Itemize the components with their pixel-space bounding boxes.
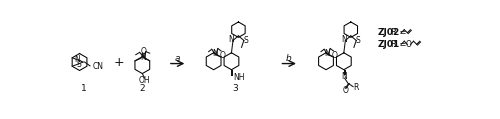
Text: S: S xyxy=(243,36,248,45)
Text: R =: R = xyxy=(391,28,406,37)
Text: CN: CN xyxy=(92,62,104,71)
Text: N: N xyxy=(140,52,146,62)
Text: S: S xyxy=(356,36,360,45)
Text: O: O xyxy=(342,86,348,95)
Text: 2: 2 xyxy=(140,84,145,93)
Text: OH: OH xyxy=(139,76,150,85)
Text: 3: 3 xyxy=(232,84,238,93)
Text: O: O xyxy=(332,51,338,60)
Text: O: O xyxy=(405,40,411,49)
Text: O: O xyxy=(140,47,146,56)
Text: 1: 1 xyxy=(80,84,86,93)
Text: a: a xyxy=(174,54,180,63)
Text: N: N xyxy=(324,49,330,58)
Text: N: N xyxy=(228,35,234,44)
Text: R: R xyxy=(353,83,358,92)
Text: ZJ01: ZJ01 xyxy=(377,40,400,49)
Text: N: N xyxy=(342,72,347,81)
Text: N: N xyxy=(212,49,218,58)
Text: NH: NH xyxy=(233,73,244,82)
Text: N: N xyxy=(341,35,346,44)
Text: b: b xyxy=(286,54,292,63)
Text: N: N xyxy=(74,55,80,64)
Text: ZJ02: ZJ02 xyxy=(377,28,400,37)
Text: +: + xyxy=(114,56,124,69)
Text: S: S xyxy=(77,60,82,69)
Text: R =: R = xyxy=(391,40,406,49)
Text: O: O xyxy=(220,51,226,60)
